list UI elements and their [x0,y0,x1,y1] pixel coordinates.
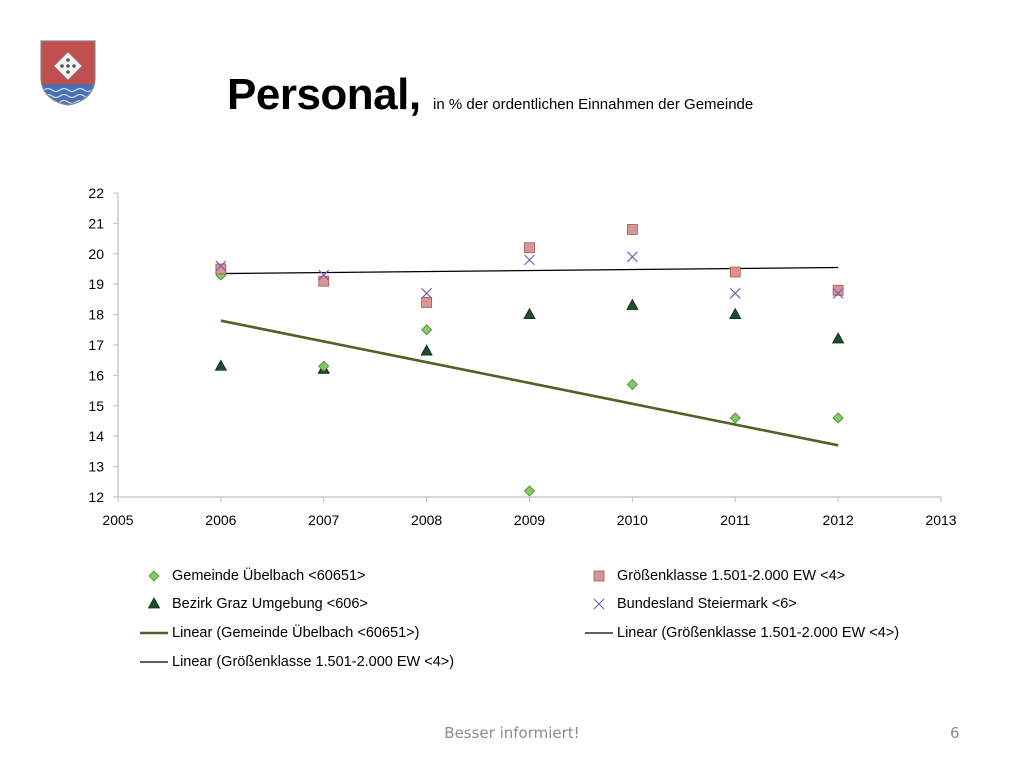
legend-label: Gemeinde Übelbach <60651> [172,568,366,584]
x-tick-label: 2009 [514,512,545,528]
data-point-square [421,297,433,308]
legend-item: Gemeinde Übelbach <60651> [140,568,365,584]
legend-symbol-line-black-icon [585,632,613,634]
legend-symbol-triangle-icon [147,597,161,609]
x-tick-label: 2013 [925,512,956,528]
data-point-triangle [626,298,639,310]
x-tick-label: 2012 [823,512,854,528]
legend-label: Bezirk Graz Umgebung <606> [172,596,368,612]
y-tick-label: 16 [88,367,104,383]
x-tick-label: 2007 [308,512,339,528]
data-point-cross [215,260,227,272]
data-point-triangle [523,307,536,320]
data-point-square [215,263,227,275]
y-tick-label: 13 [88,459,104,475]
data-point-diamond [729,412,741,424]
x-tick-label: 2010 [617,512,648,528]
data-point-triangle [214,359,228,371]
data-point-triangle [831,332,845,344]
data-point-square [318,275,330,287]
x-tick-label: 2005 [102,512,133,528]
y-tick-label: 17 [88,337,104,353]
y-tick-label: 20 [88,246,104,262]
data-point-cross [626,251,638,263]
legend-symbol-line-black-icon [140,661,168,663]
legend-item: Linear (Gemeinde Übelbach <60651>) [140,625,419,641]
legend-item: Linear (Größenklasse 1.501-2.000 EW <4>) [585,625,899,641]
y-tick-label: 21 [88,215,104,231]
y-tick-label: 22 [88,185,104,201]
coat-of-arms-icon [40,40,96,106]
data-point-square [729,266,741,278]
page-number: 6 [950,724,960,742]
data-point-square [626,224,638,235]
data-point-cross [832,287,844,299]
data-point-cross [318,269,330,281]
y-tick-label: 15 [88,398,104,414]
data-point-cross [421,287,433,299]
data-point-diamond [832,412,844,424]
y-tick-label: 14 [88,428,104,444]
trendline-gemeinde [220,319,839,447]
data-point-triangle [420,344,433,356]
data-point-diamond [421,324,433,336]
data-point-square [524,242,535,254]
legend-item: Bezirk Graz Umgebung <606> [140,596,368,612]
y-tick-label: 18 [88,307,104,323]
legend-symbol-diamond-icon [148,570,160,582]
legend-label: Linear (Gemeinde Übelbach <60651>) [172,625,420,641]
legend-label: Linear (Größenklasse 1.501-2.000 EW <4>) [172,654,455,670]
data-point-square [832,284,844,296]
data-point-diamond [318,360,330,372]
x-tick-label: 2006 [205,512,236,528]
slide-title-wrap: Personal, in % der ordentlichen Einnahme… [227,70,753,120]
y-tick-label: 19 [88,276,104,292]
trendline-groessenklasse [220,266,839,275]
legend-item: Linear (Größenklasse 1.501-2.000 EW <4>) [140,654,454,670]
slide-subtitle: in % der ordentlichen Einnahmen der Geme… [433,96,754,113]
y-tick-label: 12 [88,489,104,505]
x-tick-label: 2011 [720,512,750,528]
legend-item: Bundesland Steiermark <6> [585,596,797,612]
legend-label: Linear (Größenklasse 1.501-2.000 EW <4>) [617,625,900,641]
slide-footer: Besser informiert! [444,724,580,742]
data-point-diamond [523,485,536,497]
data-point-triangle [729,307,742,320]
data-point-cross [524,254,535,266]
x-tick-label: 2008 [411,512,442,528]
slide-title: Personal, [227,70,421,119]
legend-label: Größenklasse 1.501-2.000 EW <4> [617,568,846,584]
legend-label: Bundesland Steiermark <6> [617,596,797,612]
data-point-cross [729,287,741,299]
data-point-diamond [626,378,638,391]
legend-symbol-line-green-icon [140,631,168,635]
legend-item: Größenklasse 1.501-2.000 EW <4> [585,568,845,584]
legend-symbol-square-icon [593,570,605,582]
legend-symbol-cross-icon [593,598,605,610]
